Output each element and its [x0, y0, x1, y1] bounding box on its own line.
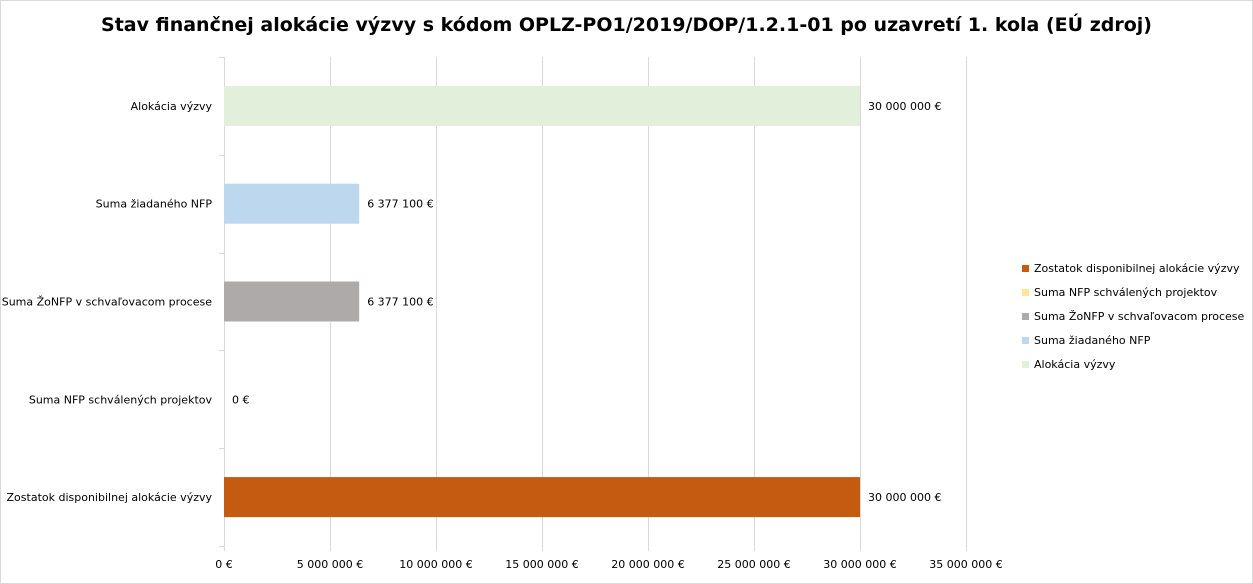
legend-item: Suma žiadaného NFP	[1022, 328, 1244, 352]
legend-label: Zostatok disponibilnej alokácie výzvy	[1034, 261, 1240, 275]
legend-swatch	[1022, 312, 1029, 320]
bar	[224, 281, 360, 322]
category-label: Zostatok disponibilnej alokácie výzvy	[7, 491, 213, 504]
x-tick-label: 25 000 000 €	[717, 558, 790, 571]
legend-swatch	[1022, 360, 1029, 368]
bar	[224, 183, 360, 224]
chart-title: Stav finančnej alokácie výzvy s kódom OP…	[101, 14, 1152, 36]
legend-label: Suma žiadaného NFP	[1034, 333, 1151, 347]
bar	[224, 477, 860, 518]
category-label: Suma žiadaného NFP	[96, 198, 213, 211]
legend-label: Suma NFP schválených projektov	[1034, 285, 1218, 299]
legend-swatch	[1022, 336, 1029, 344]
data-label: 30 000 000 €	[868, 491, 941, 504]
legend-label: Suma ŽoNFP v schvaľovacom procese	[1034, 309, 1245, 323]
category-label: Suma ŽoNFP v schvaľovacom procese	[2, 296, 213, 309]
data-label: 6 377 100 €	[367, 296, 433, 309]
data-label: 6 377 100 €	[367, 198, 433, 211]
legend-item: Alokácia výzvy	[1022, 352, 1244, 376]
x-tick-label: 15 000 000 €	[505, 558, 578, 571]
x-tick-label: 30 000 000 €	[823, 558, 896, 571]
legend-item: Suma NFP schválených projektov	[1022, 280, 1244, 304]
bar	[224, 85, 860, 126]
x-tick-label: 20 000 000 €	[611, 558, 684, 571]
legend-swatch	[1022, 288, 1029, 296]
legend-swatch	[1022, 264, 1029, 272]
legend-item: Suma ŽoNFP v schvaľovacom procese	[1022, 304, 1244, 328]
data-label: 0 €	[232, 393, 250, 406]
chart-legend: Zostatok disponibilnej alokácie výzvy Sum…	[1022, 256, 1244, 376]
x-tick-label: 5 000 000 €	[297, 558, 363, 571]
category-label: Suma NFP schválených projektov	[29, 393, 213, 406]
data-label: 30 000 000 €	[868, 100, 941, 113]
x-tick-label: 0 €	[215, 558, 233, 571]
x-tick-label: 35 000 000 €	[929, 558, 1002, 571]
legend-label: Alokácia výzvy	[1034, 357, 1116, 371]
category-label: Alokácia výzvy	[131, 100, 213, 113]
x-tick-label: 10 000 000 €	[399, 558, 472, 571]
legend-item: Zostatok disponibilnej alokácie výzvy	[1022, 256, 1244, 280]
